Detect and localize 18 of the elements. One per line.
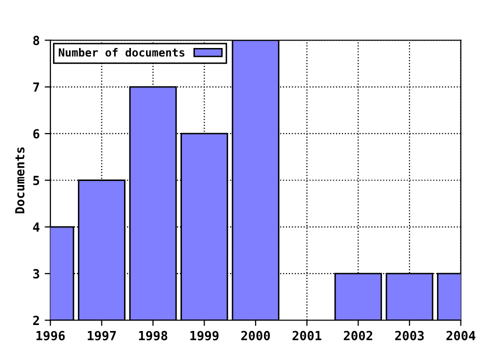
x-tick-label: 1996 [36, 330, 65, 340]
x-tick-label: 2003 [395, 330, 424, 340]
legend-label: Number of documents [58, 48, 184, 57]
y-tick-label: 4 [33, 222, 40, 232]
x-tick-label: 1998 [139, 330, 168, 340]
x-tick-label: 2004 [446, 330, 476, 340]
x-tick-label: 1999 [190, 330, 219, 340]
y-tick-label: 6 [33, 129, 40, 139]
y-tick-label: 8 [33, 36, 40, 46]
x-tick-label: 2001 [292, 330, 322, 340]
y-tick-label: 5 [33, 176, 40, 186]
x-tick-label: 1997 [88, 330, 116, 340]
y-tick-label: 2 [33, 316, 39, 325]
y-axis-title: Documents [15, 147, 24, 214]
y-tick-label: 7 [33, 82, 40, 92]
y-tick-label: 3 [33, 269, 40, 279]
x-tick-label: 2002 [344, 330, 372, 340]
x-tick-label: 2000 [241, 330, 270, 340]
